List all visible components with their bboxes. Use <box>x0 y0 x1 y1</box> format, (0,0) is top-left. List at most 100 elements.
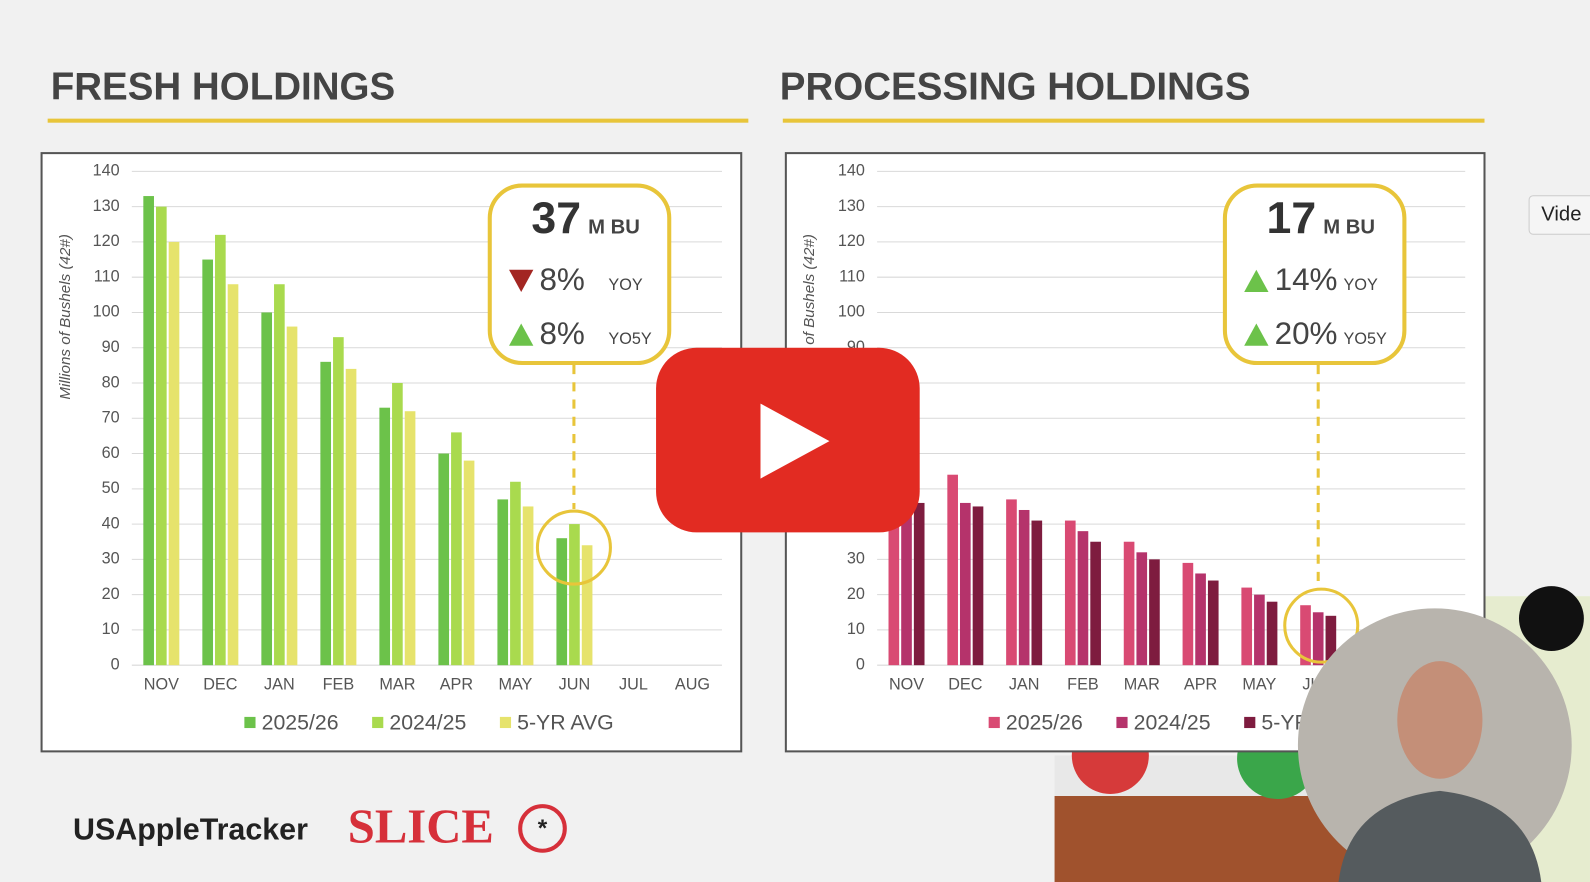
y-tick-label: 90 <box>102 338 120 356</box>
bar <box>286 326 298 666</box>
bar <box>202 259 213 666</box>
bar <box>451 432 462 666</box>
webcam-face <box>1397 661 1483 779</box>
bar <box>510 481 521 666</box>
x-tick-label: APR <box>1184 676 1217 694</box>
change-period: YOY <box>1344 276 1378 294</box>
x-tick-label: DEC <box>948 676 983 694</box>
bar <box>320 361 332 666</box>
bar <box>1207 580 1219 666</box>
callout-box <box>1222 183 1407 366</box>
bar <box>960 502 971 666</box>
y-tick-label: 40 <box>102 514 120 532</box>
x-tick-label: MAR <box>379 676 415 694</box>
legend-marker <box>499 716 512 729</box>
chart-title: PROCESSING HOLDINGS <box>780 65 1251 108</box>
bar <box>1325 615 1337 666</box>
bar <box>556 538 568 666</box>
legend-label: 2024/25 <box>1134 711 1211 735</box>
bar <box>913 502 925 666</box>
bar <box>215 234 226 666</box>
legend-marker <box>1116 716 1128 729</box>
x-tick-label: FEB <box>1067 676 1099 694</box>
y-tick-label: 110 <box>839 267 865 285</box>
legend-label: 2025/26 <box>1006 711 1083 735</box>
y-tick-label: 20 <box>102 585 120 603</box>
y-tick-label: 50 <box>102 479 120 497</box>
bar <box>345 368 357 666</box>
change-value: 20% <box>1275 316 1338 351</box>
x-tick-label: JAN <box>264 676 295 694</box>
chart-title: FRESH HOLDINGS <box>51 65 396 108</box>
tooltip <box>1528 195 1590 235</box>
y-tick-label: 130 <box>93 197 120 215</box>
x-tick-label: MAY <box>498 676 532 694</box>
bar <box>168 241 180 666</box>
y-tick-label: 120 <box>838 232 865 250</box>
bar <box>143 196 154 666</box>
change-value: 8% <box>539 262 584 297</box>
y-tick-label: 130 <box>838 197 865 215</box>
y-tick-label: 30 <box>102 550 120 568</box>
y-tick-label: 120 <box>93 232 120 250</box>
x-tick-label: MAR <box>1124 676 1160 694</box>
backdrop-circle <box>1518 586 1584 651</box>
x-tick-label: FEB <box>323 676 355 694</box>
callout-value: 17 <box>1267 194 1317 243</box>
bar <box>1031 520 1043 666</box>
y-tick-label: 80 <box>102 373 120 391</box>
y-tick-label: 20 <box>847 585 865 603</box>
x-tick-label: JUL <box>619 676 648 694</box>
bar <box>1090 541 1101 666</box>
y-tick-label: 30 <box>847 550 865 568</box>
brand-tracker: USAppleTracker <box>73 813 308 847</box>
change-arrow <box>1244 269 1269 293</box>
bar <box>274 284 285 666</box>
bar <box>1241 587 1253 666</box>
legend-label: 2024/25 <box>389 711 466 735</box>
y-tick-label: 140 <box>93 162 120 180</box>
bar <box>1064 520 1076 666</box>
bar <box>438 453 450 666</box>
webcam-body <box>1338 790 1542 882</box>
callout-value: 37 <box>531 194 581 243</box>
change-arrow <box>509 269 534 293</box>
x-tick-label: NOV <box>889 676 924 694</box>
bar <box>1136 552 1148 666</box>
bar <box>1077 531 1089 666</box>
bar <box>972 506 984 666</box>
bar <box>947 474 958 666</box>
bar <box>1123 541 1135 666</box>
y-tick-label: 0 <box>856 655 865 673</box>
bar <box>888 481 900 666</box>
legend-label: 5-YR AVG <box>517 711 614 735</box>
bar <box>1018 509 1030 666</box>
bar <box>392 383 403 666</box>
legend-marker <box>244 716 256 729</box>
y-tick-label: 110 <box>94 267 120 285</box>
backdrop-pattern <box>1054 795 1359 882</box>
y-axis-label: Millions of Bushels (42#) <box>57 234 74 400</box>
callout-box <box>487 183 672 366</box>
change-value: 8% <box>539 316 584 351</box>
change-arrow <box>1244 323 1269 346</box>
x-tick-label: NOV <box>144 676 179 694</box>
bar <box>227 284 239 666</box>
x-tick-label: APR <box>440 676 473 694</box>
bar <box>1195 573 1206 666</box>
legend-marker <box>1244 716 1256 729</box>
y-tick-label: 10 <box>847 620 865 638</box>
bar <box>1312 612 1324 666</box>
bar <box>522 506 534 666</box>
callout-unit: M BU <box>588 217 640 239</box>
bar <box>497 499 509 666</box>
bar <box>156 206 167 666</box>
change-period: YO5Y <box>1344 330 1387 348</box>
change-period: YOY <box>608 276 642 294</box>
callout-highlight <box>1283 587 1360 664</box>
x-tick-label: AUG <box>675 676 710 694</box>
bar <box>1266 601 1278 666</box>
y-tick-label: 0 <box>111 655 120 673</box>
